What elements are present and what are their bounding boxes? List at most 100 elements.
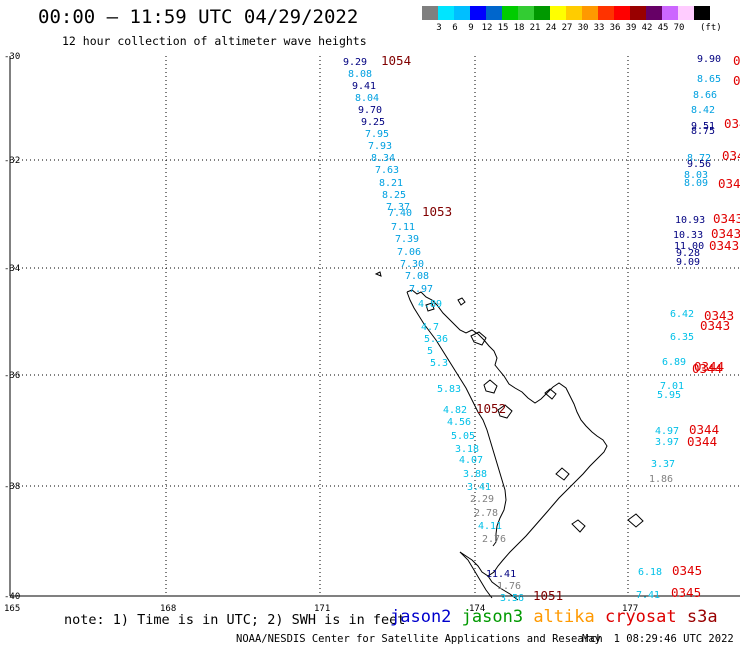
wave-height-label: 5.36 xyxy=(424,334,448,345)
wave-height-label: 3.56 xyxy=(500,593,524,604)
color-swatch xyxy=(614,6,630,20)
pass-number-label: 0344 xyxy=(689,422,719,437)
wave-height-label: 3.41 xyxy=(467,482,491,493)
latitude-label: -30 xyxy=(4,52,20,62)
latitude-label: -34 xyxy=(4,264,20,274)
wave-height-label: 3.97 xyxy=(655,437,679,448)
pass-number-label: 0343 xyxy=(700,318,730,333)
wave-height-label: 8.34 xyxy=(371,153,395,164)
satellite-legend-cryosat: cryosat xyxy=(594,607,677,627)
color-swatch xyxy=(470,6,486,20)
wave-height-label: 3.88 xyxy=(463,469,487,480)
pass-number-label: 0343 xyxy=(704,308,734,323)
longitude-label: 171 xyxy=(314,604,330,614)
island-outline xyxy=(457,297,466,306)
wave-height-label: 8.66 xyxy=(693,90,717,101)
wave-height-label: 10.93 xyxy=(675,215,705,226)
island-outline xyxy=(627,513,644,528)
color-scale-label: 36 xyxy=(609,23,621,33)
color-scale-label: 30 xyxy=(577,23,589,33)
satellite-legend-s3a: s3a xyxy=(676,607,718,627)
color-scale-label: 21 xyxy=(529,23,541,33)
wave-height-label: 8.42 xyxy=(691,105,715,116)
color-scale-label: 9 xyxy=(468,23,474,33)
wave-height-label: 4.97 xyxy=(655,426,679,437)
pass-number-label: 0343 xyxy=(711,226,740,241)
color-swatch xyxy=(454,6,470,20)
wave-height-label: 4.11 xyxy=(478,521,502,532)
color-scale-unit: (ft) xyxy=(700,23,722,33)
wave-height-label: 5.95 xyxy=(657,390,681,401)
footer-credit: NOAA/NESDIS Center for Satellite Applica… xyxy=(236,633,603,645)
footnote: note: 1) Time is in UTC; 2) SWH is in fe… xyxy=(64,612,406,628)
wave-height-label: 5.05 xyxy=(451,431,475,442)
color-scale-label: 12 xyxy=(481,23,493,33)
wave-height-label: 9.09 xyxy=(676,257,700,268)
pass-number-label: 0343 xyxy=(718,176,740,191)
longitude-label: 168 xyxy=(160,604,176,614)
wave-height-label: 9.56 xyxy=(687,159,711,170)
wave-height-label: 8.75 xyxy=(691,126,715,137)
pass-number-label: 0345 xyxy=(671,585,701,600)
island-outline xyxy=(571,519,586,533)
color-swatch xyxy=(566,6,582,20)
color-swatch xyxy=(502,6,518,20)
island-outline xyxy=(497,404,513,419)
wave-height-label: 9.29 xyxy=(343,57,367,68)
latitude-label: -36 xyxy=(4,371,20,381)
coastline xyxy=(406,291,507,547)
wave-height-label: 8.08 xyxy=(348,69,372,80)
color-scale-label: 24 xyxy=(545,23,557,33)
wave-height-label: 7.30 xyxy=(400,259,424,270)
latitude-label: -40 xyxy=(4,592,20,602)
pass-number-label: 0343 xyxy=(724,116,740,131)
pass-number-label: 0343 xyxy=(733,53,740,68)
wave-height-label: 7.40 xyxy=(388,208,412,219)
wave-height-label: 7.97 xyxy=(409,284,433,295)
pass-number-label: 1054 xyxy=(381,53,411,68)
color-scale-label: 3 xyxy=(436,23,442,33)
color-scale-label: 18 xyxy=(513,23,525,33)
color-swatch xyxy=(422,6,438,20)
wave-height-label: 7.06 xyxy=(397,247,421,258)
color-swatch xyxy=(518,6,534,20)
wave-height-label: 7.41 xyxy=(636,590,660,601)
pass-number-label: 0345 xyxy=(672,563,702,578)
wave-height-label: 7.95 xyxy=(365,129,389,140)
wave-height-label: 8.04 xyxy=(355,93,379,104)
wave-height-label: 7.01 xyxy=(660,381,684,392)
color-swatch xyxy=(486,6,502,20)
pass-number-label: 0343 xyxy=(733,73,740,88)
pass-number-label: 0343 xyxy=(722,148,740,163)
wave-height-label: 5.3 xyxy=(430,358,448,369)
color-scale-legend: 3 6 9 12 15 18 21 24 27 30 33 36 39 42 45 70 (ft) xyxy=(422,6,732,38)
wave-height-label: 4.89 xyxy=(418,299,442,310)
wave-height-label: 9.90 xyxy=(697,54,721,65)
page-title: 00:00 — 11:59 UTC 04/29/2022 xyxy=(38,6,359,28)
color-scale-label: 15 xyxy=(497,23,509,33)
coastline xyxy=(487,575,519,601)
color-scale-label: 27 xyxy=(561,23,573,33)
wave-height-label: 4.7 xyxy=(421,322,439,333)
wave-height-label: 10.33 xyxy=(673,230,703,241)
satellite-legend-altika: altika xyxy=(523,607,595,627)
pass-number-label: 0344 xyxy=(687,434,717,449)
wave-height-label: 9.28 xyxy=(676,248,700,259)
wave-height-label: 6.42 xyxy=(670,309,694,320)
wave-height-label: 2.29 xyxy=(470,494,494,505)
wave-height-label: 7.11 xyxy=(391,222,415,233)
pass-number-label: 1052 xyxy=(476,401,506,416)
wave-height-label: 11.41 xyxy=(486,569,516,580)
color-swatch xyxy=(662,6,678,20)
wave-height-label: 7.63 xyxy=(375,165,399,176)
wave-height-label: 7.08 xyxy=(405,271,429,282)
wave-height-label: 8.03 xyxy=(684,170,708,181)
color-swatch xyxy=(630,6,646,20)
coastline xyxy=(406,289,608,577)
color-swatch xyxy=(582,6,598,20)
color-swatch xyxy=(694,6,710,20)
wave-height-label: 9.51 xyxy=(691,121,715,132)
island-outline xyxy=(425,302,435,312)
